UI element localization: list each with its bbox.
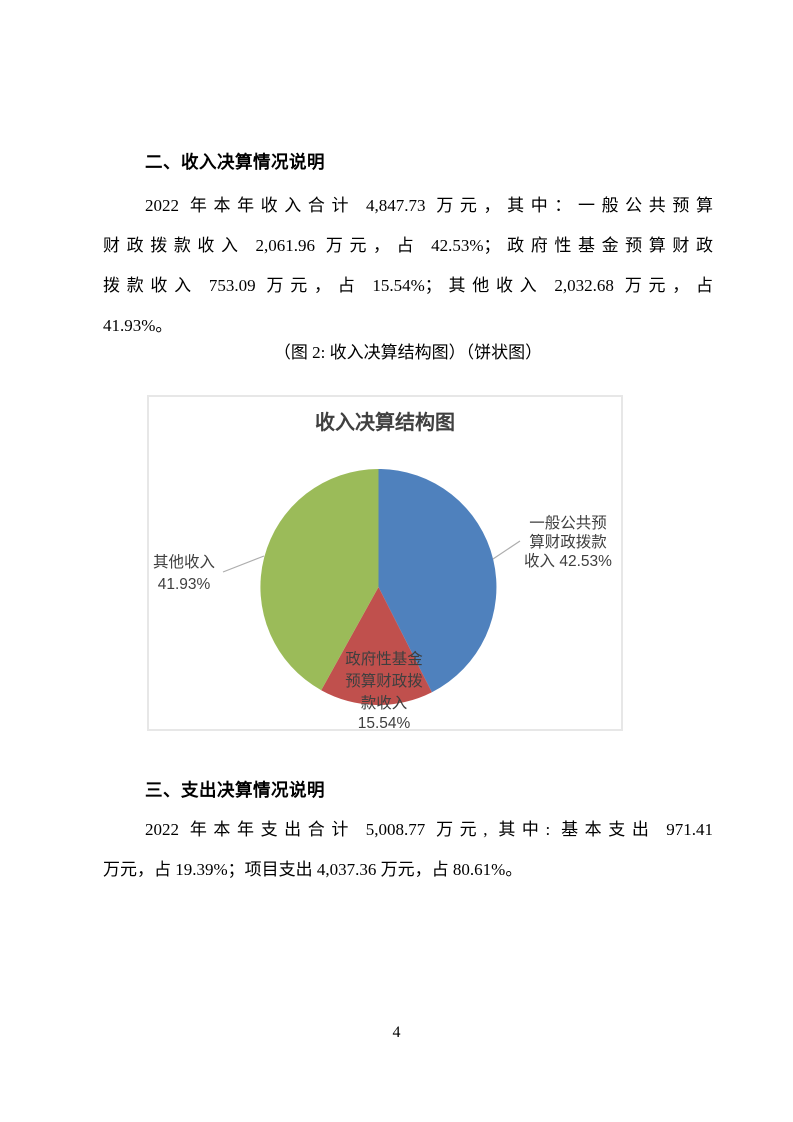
svg-text:预算财政拨: 预算财政拨 (345, 671, 423, 690)
paragraph-line: 2022 年本年收入合计 4,847.73 万元，其中：一般公共预算 (145, 196, 713, 215)
svg-text:算财政拨款: 算财政拨款 (529, 532, 607, 551)
leader-line-general-public-budget (492, 540, 521, 560)
chart-title: 收入决算结构图 (315, 410, 455, 434)
slice-label-general-public-budget: 一般公共预 算财政拨款 收入 42.53% (524, 514, 612, 570)
paragraph-line: 财政拨款收入 2,061.96 万元，占 42.53%；政府性基金预算财政 (103, 236, 713, 255)
pie-slice-other-income (260, 468, 379, 691)
slice-label-other-income: 其他收入 41.93% (153, 553, 215, 593)
svg-text:41.93%: 41.93% (158, 576, 211, 593)
paragraph-line: 拨款收入 753.09 万元，占 15.54%；其他收入 2,032.68 万元… (103, 276, 713, 295)
paragraph-line: 万元，占 19.39%；项目支出 4,037.36 万元，占 80.61%。 (103, 860, 523, 879)
pie-chart-canvas: 收入决算结构图 一般公共预 算财政拨款 收入 42.53% 其他收入 41.93… (153, 410, 612, 729)
paragraph-line: 41.93%。 (103, 316, 173, 335)
section-2-heading: 二、收入决算情况说明 (145, 152, 325, 172)
leader-line-other-income (222, 555, 265, 573)
paragraph-line: 2022 年本年支出合计 5,008.77 万元, 其中: 基本支出 971.4… (145, 820, 713, 839)
pie-slice-government-fund-income (321, 587, 432, 706)
svg-text:一般公共预: 一般公共预 (529, 514, 607, 532)
section-2-paragraph: 2022 年本年收入合计 4,847.73 万元，其中：一般公共预算 财政拨款收… (103, 186, 713, 346)
section-3-paragraph: 2022 年本年支出合计 5,008.77 万元, 其中: 基本支出 971.4… (103, 810, 713, 890)
pie-slice-general-public-budget-income (378, 469, 497, 693)
svg-text:收入 42.53%: 收入 42.53% (524, 552, 612, 570)
svg-text:款收入: 款收入 (361, 694, 408, 712)
income-structure-pie-chart: 收入决算结构图 一般公共预 算财政拨款 收入 42.53% 其他收入 41.93… (147, 395, 623, 731)
page-number: 4 (392, 1024, 401, 1041)
svg-text:政府性基金: 政府性基金 (345, 650, 423, 668)
section-3-heading: 三、支出决算情况说明 (145, 780, 325, 800)
svg-text:15.54%: 15.54% (358, 715, 411, 729)
svg-text:其他收入: 其他收入 (153, 553, 215, 571)
figure-caption: （图 2: 收入决算结构图）（饼状图） (273, 343, 543, 362)
slice-label-government-fund: 政府性基金 预算财政拨 款收入 15.54% (345, 650, 423, 729)
